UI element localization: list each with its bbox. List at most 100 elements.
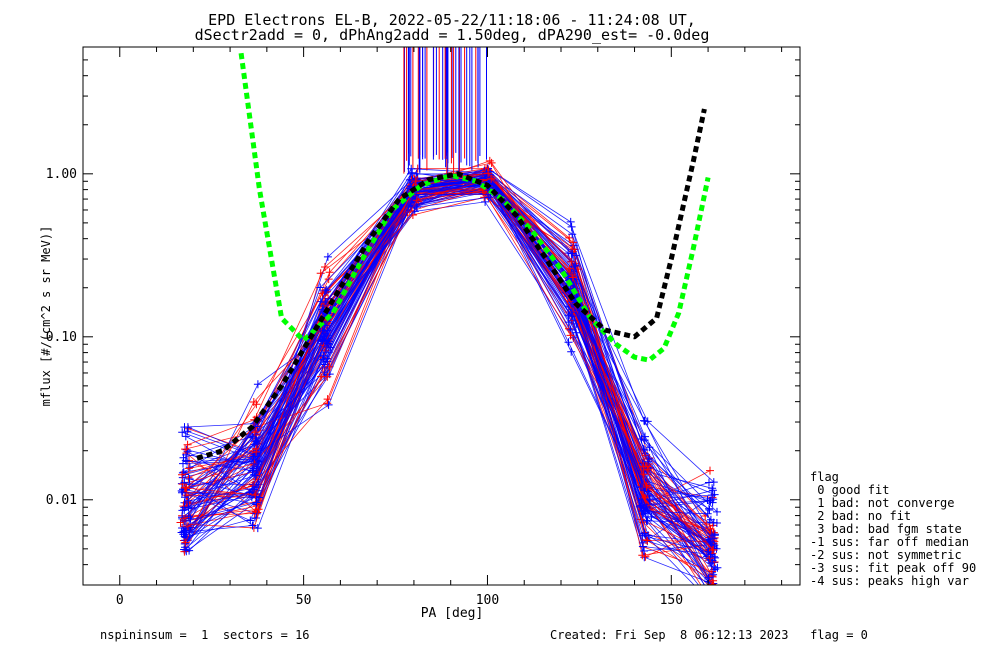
flag-legend: flag 0 good fit 1 bad: not converge 2 ba… — [810, 470, 976, 588]
data-point-marker — [485, 156, 494, 165]
data-point-marker — [705, 504, 713, 513]
data-point-marker — [643, 465, 652, 474]
data-point-marker — [643, 536, 652, 545]
data-point-marker — [638, 531, 647, 540]
data-point-marker — [637, 435, 646, 443]
data-point-marker — [713, 507, 721, 516]
data-point-marker — [250, 485, 258, 494]
data-point-marker — [568, 273, 577, 282]
data-point-marker — [185, 546, 194, 555]
data-point-marker — [253, 524, 262, 533]
data-point-marker — [181, 493, 189, 502]
data-point-marker — [709, 570, 718, 579]
legend-item-far-off-median: -1 sus: far off median — [810, 535, 969, 549]
data-point-marker — [323, 326, 332, 335]
data-point-marker — [709, 534, 718, 543]
fit-curve-black — [196, 108, 707, 461]
data-point-marker — [566, 217, 575, 226]
data-point-marker — [411, 177, 420, 186]
x-axis-label: PA [deg] — [421, 606, 484, 621]
data-point-marker — [564, 302, 573, 311]
data-point-marker — [316, 283, 325, 292]
data-point-marker — [183, 427, 192, 436]
data-point-marker — [184, 464, 193, 473]
spin-profile-line — [182, 191, 710, 584]
data-point-marker — [565, 264, 574, 273]
spin-profile-line — [186, 201, 715, 549]
data-point-marker — [184, 496, 193, 505]
data-point-marker — [644, 457, 653, 466]
spin-profile-33 — [181, 182, 714, 544]
data-point-marker — [709, 495, 718, 504]
data-point-marker — [566, 331, 575, 340]
data-point-marker — [322, 285, 331, 294]
data-point-marker — [412, 196, 421, 205]
spin-profile-line — [188, 177, 709, 541]
x-tick-label: 150 — [660, 593, 683, 608]
data-point-marker — [709, 546, 718, 554]
axis-layer: 0 50 100 150 0.01 0.10 1.00 — [46, 46, 800, 608]
data-point-marker — [325, 268, 334, 277]
data-point-marker — [707, 558, 716, 567]
data-point-marker — [180, 530, 188, 539]
spin-profile-line — [183, 183, 711, 585]
spin-profile-line — [184, 178, 710, 578]
data-point-marker — [181, 432, 190, 441]
spin-profile-41 — [183, 176, 718, 574]
spin-profile-line — [182, 177, 705, 585]
data-point-marker — [254, 505, 263, 514]
data-point-marker — [713, 581, 715, 585]
data-point-marker — [643, 462, 652, 471]
spin-profile-line — [185, 185, 714, 585]
legend-item-not-converge: 1 bad: not converge — [810, 496, 955, 510]
data-point-marker — [321, 263, 329, 271]
data-point-marker — [324, 400, 333, 409]
data-point-marker — [251, 491, 260, 500]
data-point-marker — [253, 380, 262, 389]
data-point-marker — [706, 515, 715, 524]
data-point-marker — [248, 466, 257, 475]
chart-subtitle: dSectr2add = 0, dPhAng2add = 1.50deg, dP… — [195, 26, 710, 44]
data-point-marker — [481, 197, 490, 206]
legend-item-not-symmetric: -2 sus: not symmetric — [810, 548, 962, 562]
data-point-marker — [569, 238, 577, 247]
overflow-spikes — [403, 47, 487, 177]
spin-profile-line — [188, 183, 715, 546]
data-point-marker — [708, 486, 717, 495]
data-point-marker — [643, 516, 652, 525]
spin-profile-line — [189, 180, 709, 580]
legend-item-bad-fgm-state: 3 bad: bad fgm state — [810, 522, 962, 536]
data-point-marker — [706, 466, 714, 475]
spin-profile-line — [190, 185, 709, 553]
data-point-marker — [638, 551, 647, 560]
data-point-marker — [710, 588, 718, 596]
data-point-marker — [323, 252, 332, 261]
data-point-marker — [638, 542, 647, 551]
data-point-marker — [317, 372, 325, 381]
data-point-marker — [180, 483, 189, 492]
data-point-marker — [486, 167, 495, 176]
spin-profile-line — [184, 178, 714, 551]
data-point-marker — [487, 158, 496, 167]
spin-profile-line — [187, 180, 711, 578]
plot-frame — [82, 46, 801, 586]
data-point-marker — [183, 423, 192, 432]
data-point-marker — [709, 478, 718, 487]
data-point-marker — [708, 498, 717, 507]
data-point-marker — [249, 398, 258, 406]
data-point-marker — [709, 597, 717, 605]
chart-title: EPD Electrons EL-B, 2022-05-22/11:18:06 … — [208, 11, 696, 29]
footer-created-info: Created: Fri Sep 8 06:12:13 2023 flag = … — [550, 628, 868, 642]
legend-title: flag — [810, 470, 839, 484]
data-point-marker — [484, 193, 493, 202]
spin-profile-line — [184, 194, 711, 555]
data-point-marker — [564, 338, 573, 347]
spin-profile-line — [185, 174, 711, 551]
legend-item-peaks-high-var: -4 sus: peaks high var — [810, 574, 969, 588]
data-point-marker — [252, 436, 261, 445]
data-point-marker — [184, 473, 193, 482]
spin-profile-85 — [181, 169, 717, 585]
legend-item-good-fit: 0 good fit — [810, 483, 889, 497]
data-point-marker — [178, 428, 187, 437]
